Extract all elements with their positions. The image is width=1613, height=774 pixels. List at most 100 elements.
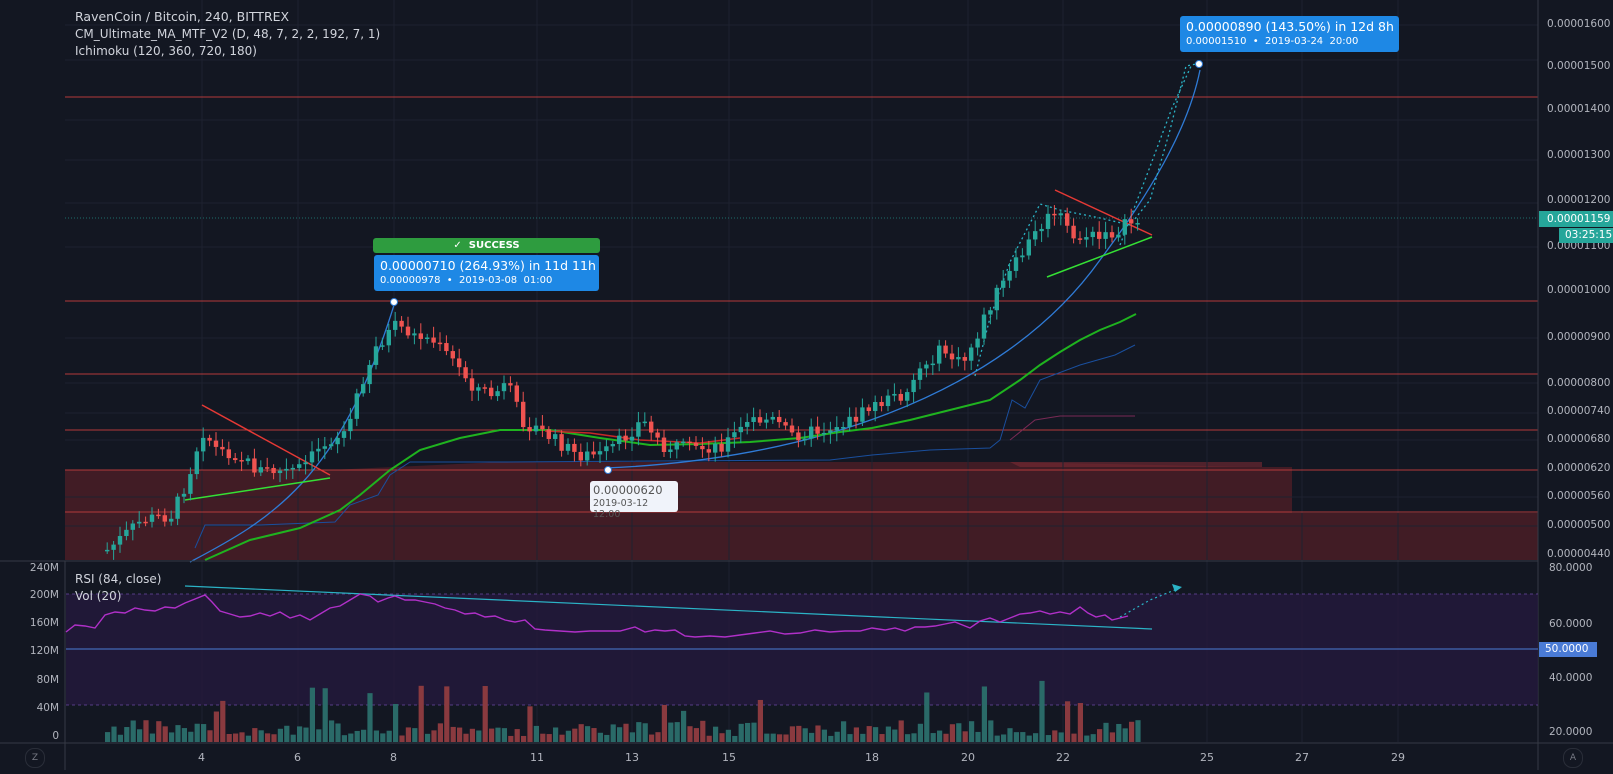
volume-bar	[905, 734, 911, 742]
rsi-axis[interactable]: 80.0000 60.0000 40.0000 20.0000 50.0000	[1539, 562, 1613, 742]
volume-bar	[1045, 735, 1051, 742]
candle	[661, 437, 667, 452]
volume-bar	[341, 735, 347, 742]
candle	[469, 378, 475, 391]
candle	[1071, 225, 1076, 239]
volume-bar	[130, 720, 136, 742]
volume-bar	[1116, 723, 1122, 742]
candle	[1039, 228, 1044, 232]
candle	[540, 425, 545, 430]
candle	[604, 446, 609, 452]
volume-bar	[796, 725, 802, 742]
volume-bar	[239, 732, 245, 742]
volume-bar	[668, 722, 674, 742]
candle	[591, 451, 596, 455]
low-point[interactable]	[604, 466, 612, 474]
symbol-title[interactable]: RavenCoin / Bitcoin, 240, BITTREX	[75, 9, 290, 24]
vol-legend[interactable]: Vol (20)	[75, 589, 122, 603]
volume-bar	[405, 727, 411, 742]
volume-bar	[693, 728, 699, 742]
volume-bar	[207, 730, 213, 742]
volume-bar	[610, 724, 616, 742]
last-price-badge[interactable]: 0.00001159	[1539, 211, 1613, 227]
volume-bar	[1129, 721, 1135, 742]
candle	[1007, 270, 1012, 281]
candle	[425, 337, 430, 340]
price-axis[interactable]: 0.00001600 0.00001500 0.00001400 0.00001…	[1539, 0, 1613, 561]
candle	[700, 445, 705, 450]
volume-bar	[1007, 728, 1013, 742]
candle	[367, 364, 372, 385]
candle	[258, 467, 263, 473]
volume-bar	[501, 728, 507, 742]
volume-bar	[725, 729, 731, 742]
time-tick: 6	[294, 751, 301, 764]
candle	[393, 320, 398, 330]
volume-bar	[636, 722, 642, 742]
triangle2-support	[1046, 236, 1153, 278]
success-badge[interactable]: ✓ SUCCESS	[373, 238, 600, 253]
candle	[860, 407, 865, 422]
target2-point[interactable]	[1195, 60, 1203, 68]
volume-bar	[629, 732, 635, 742]
volume-bar	[1103, 722, 1109, 742]
candle	[917, 368, 923, 380]
target2-change: 0.00000890 (143.50%) in 12d 8h	[1186, 19, 1394, 34]
volume-bar	[847, 734, 853, 742]
volume-bar	[284, 725, 290, 742]
volume-bar	[361, 729, 367, 742]
candle	[585, 451, 590, 461]
candle	[629, 436, 635, 441]
candle	[674, 442, 679, 450]
price-tick: 0.00000500	[1547, 519, 1611, 531]
candle	[937, 345, 942, 364]
candle	[706, 449, 711, 453]
candle	[796, 432, 801, 441]
target1-point[interactable]	[390, 298, 398, 306]
candle	[233, 458, 238, 461]
low-price: 0.00000620	[593, 483, 663, 497]
volume-bar	[521, 735, 527, 742]
target1-label[interactable]: 0.00000710 (264.93%) in 11d 11h 0.000009…	[374, 255, 599, 291]
candle	[354, 393, 359, 419]
auto-scale-button[interactable]: A	[1563, 748, 1583, 768]
candle	[892, 393, 897, 396]
volume-bar	[213, 711, 219, 742]
time-axis[interactable]: 4 6 8 11 13 15 18 20 22 25 27 29	[0, 744, 1538, 770]
volume-bar	[252, 728, 258, 742]
volume-bar	[732, 735, 738, 742]
candle	[930, 363, 935, 366]
volume-bar	[809, 732, 815, 742]
candle	[431, 337, 436, 343]
candle	[527, 427, 532, 432]
rsi-legend[interactable]: RSI (84, close)	[75, 572, 162, 586]
volume-bar	[437, 723, 443, 742]
vol-tick: 40M	[36, 702, 59, 714]
volume-bar	[757, 699, 763, 742]
volume-bar	[1013, 732, 1019, 742]
volume-bar	[412, 728, 418, 742]
indicator-ma-legend[interactable]: CM_Ultimate_MA_MTF_V2 (D, 48, 7, 2, 2, 1…	[75, 27, 381, 41]
candle	[476, 387, 481, 391]
price-tick: 0.00000680	[1547, 433, 1611, 445]
candle	[1013, 257, 1019, 271]
zoom-toggle-button[interactable]: Z	[25, 748, 45, 768]
volume-bar	[623, 723, 629, 742]
volume-bar	[329, 720, 335, 742]
volume-bar	[258, 730, 264, 742]
volume-bar	[943, 733, 949, 742]
volume-axis[interactable]: 240M 200M 160M 120M 80M 40M 0	[0, 562, 62, 742]
volume-bar	[1020, 732, 1026, 742]
volume-bar	[578, 724, 584, 742]
low-label[interactable]: 0.00000620 2019-03-12 12:00	[590, 481, 678, 520]
candle	[1058, 213, 1063, 216]
volume-bar	[873, 727, 879, 742]
indicator-ichimoku-legend[interactable]: Ichimoku (120, 360, 720, 180)	[75, 44, 257, 58]
resistance-lines	[65, 96, 1538, 513]
target2-label[interactable]: 0.00000890 (143.50%) in 12d 8h 0.0000151…	[1180, 16, 1399, 52]
rsi-line	[65, 593, 1129, 638]
candle	[284, 468, 289, 471]
candle	[642, 421, 647, 424]
